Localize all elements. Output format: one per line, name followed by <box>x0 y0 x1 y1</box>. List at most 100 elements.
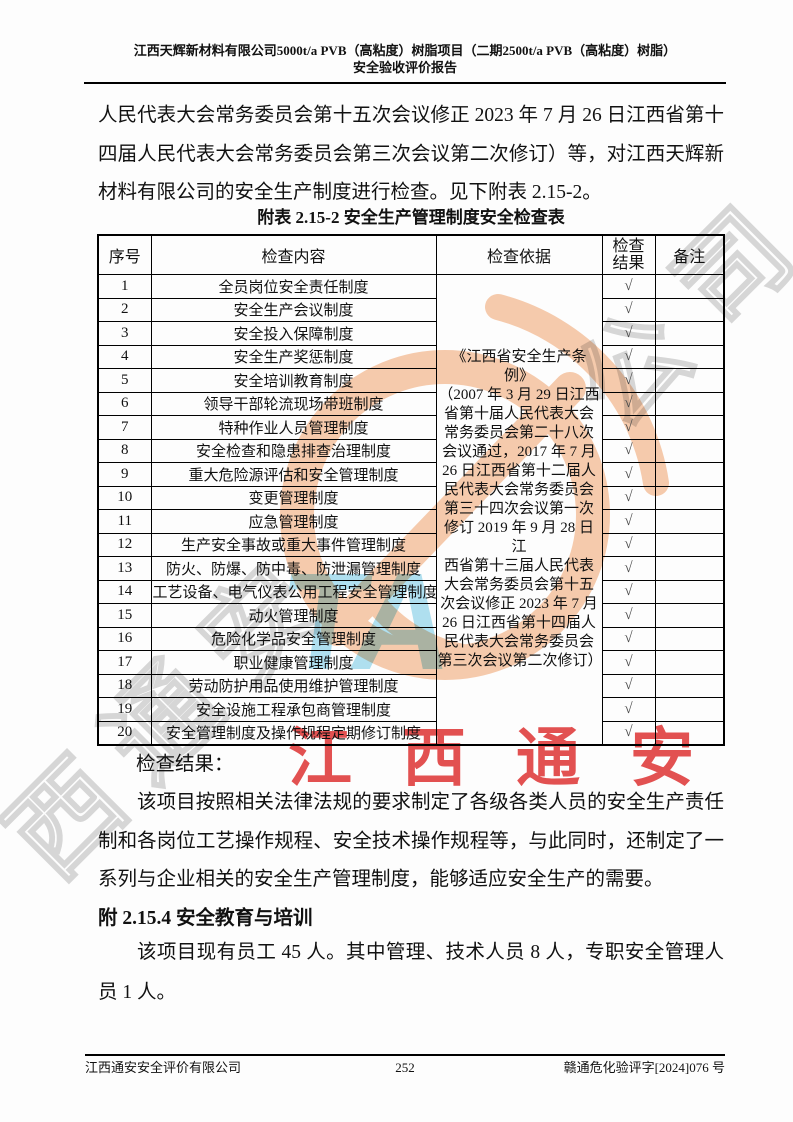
page-footer: 252 江西通安安全评价有限公司 赣通危化验评字[2024]076 号 <box>85 1054 725 1075</box>
table-row: 3 安全投入保障制度 √ <box>97 321 725 346</box>
page-number: 252 <box>395 1060 415 1075</box>
table-row: 15 动火管理制度 √ <box>97 603 725 628</box>
table-row: 12 生产安全事故或重大事件管理制度 √ <box>97 532 725 557</box>
check-result-paragraph: 该项目按照相关法律法规的要求制定了各级各类人员的安全生产责任制和各岗位工艺操作规… <box>98 792 724 890</box>
row-remark-cell <box>654 626 725 651</box>
row-content-cell: 安全设施工程承包商管理制度 <box>150 697 437 722</box>
header-basis: 检查依据 <box>435 234 603 275</box>
row-remark-cell <box>654 297 725 322</box>
row-content-cell: 全员岗位安全责任制度 <box>150 274 437 299</box>
table-row: 19 安全设施工程承包商管理制度 √ <box>97 697 725 722</box>
row-remark-cell <box>654 720 725 746</box>
row-remark-cell <box>654 321 725 346</box>
row-result-cell: √ <box>601 368 656 393</box>
row-no-cell: 7 <box>97 415 152 440</box>
row-content-cell: 应急管理制度 <box>150 509 437 534</box>
table-row: 4 安全生产奖惩制度 √ <box>97 344 725 369</box>
safety-checklist-table: 序号 检查内容 检查依据 检查 结果 备注 1 全员岗位安全责任制度 《江西省安全生… <box>97 234 725 746</box>
row-content-cell: 特种作业人员管理制度 <box>150 415 437 440</box>
header-result: 检查 结果 <box>601 234 656 275</box>
row-remark-cell <box>654 650 725 675</box>
table-row: 7 特种作业人员管理制度 √ <box>97 415 725 440</box>
row-content-cell: 安全投入保障制度 <box>150 321 437 346</box>
row-content-cell: 安全检查和隐患排查治理制度 <box>150 438 437 463</box>
table-row: 16 危险化学品安全管理制度 √ <box>97 626 725 651</box>
table-header-row: 序号 检查内容 检查依据 检查 结果 备注 <box>97 234 725 275</box>
row-result-cell: √ <box>601 509 656 534</box>
row-result-cell: √ <box>601 626 656 651</box>
table-row: 11 应急管理制度 √ <box>97 509 725 534</box>
row-no-cell: 2 <box>97 297 152 322</box>
row-no-cell: 13 <box>97 556 152 581</box>
table-row: 9 重大危险源评估和安全管理制度 √ <box>97 462 725 487</box>
row-content-cell: 动火管理制度 <box>150 603 437 628</box>
row-remark-cell <box>654 485 725 510</box>
report-title-line2: 安全验收评价报告 <box>352 60 457 75</box>
header-no: 序号 <box>97 234 152 275</box>
row-result-cell: √ <box>601 415 656 440</box>
row-result-cell: √ <box>601 391 656 416</box>
row-no-cell: 1 <box>97 274 152 299</box>
checklist-body: 1 全员岗位安全责任制度 《江西省安全生产条例》 （2007 年 3 月 29 日江… <box>97 274 725 746</box>
row-remark-cell <box>654 462 725 487</box>
table-row: 2 安全生产会议制度 √ <box>97 297 725 322</box>
header-content: 检查内容 <box>150 234 437 275</box>
row-no-cell: 18 <box>97 673 152 698</box>
row-content-cell: 安全生产会议制度 <box>150 297 437 322</box>
row-result-cell: √ <box>601 462 656 487</box>
row-no-cell: 16 <box>97 626 152 651</box>
table-row: 5 安全培训教育制度 √ <box>97 368 725 393</box>
row-result-cell: √ <box>601 579 656 604</box>
row-remark-cell <box>654 697 725 722</box>
row-result-cell: √ <box>601 321 656 346</box>
table-row: 8 安全检查和隐患排查治理制度 √ <box>97 438 725 463</box>
row-remark-cell <box>654 603 725 628</box>
row-result-cell: √ <box>601 532 656 557</box>
row-result-cell: √ <box>601 344 656 369</box>
row-result-cell: √ <box>601 603 656 628</box>
row-no-cell: 5 <box>97 368 152 393</box>
row-result-cell: √ <box>601 438 656 463</box>
row-remark-cell <box>654 532 725 557</box>
row-content-cell: 危险化学品安全管理制度 <box>150 626 437 651</box>
intro-paragraph: 人民代表大会常务委员会第十五次会议修正 2023 年 7 月 26 日江西省第十… <box>98 105 724 203</box>
table-row: 18 劳动防护用品使用维护管理制度 √ <box>97 673 725 698</box>
row-result-cell: √ <box>601 697 656 722</box>
table-row: 10 变更管理制度 √ <box>97 485 725 510</box>
row-no-cell: 12 <box>97 532 152 557</box>
row-no-cell: 3 <box>97 321 152 346</box>
row-no-cell: 6 <box>97 391 152 416</box>
check-result-label: 检查结果： <box>136 754 234 775</box>
row-result-cell: √ <box>601 673 656 698</box>
row-result-cell: √ <box>601 274 656 299</box>
row-content-cell: 劳动防护用品使用维护管理制度 <box>150 673 437 698</box>
row-result-cell: √ <box>601 297 656 322</box>
row-remark-cell <box>654 579 725 604</box>
row-content-cell: 职业健康管理制度 <box>150 650 437 675</box>
footer-doc-number: 赣通危化验评字[2024]076 号 <box>563 1060 725 1075</box>
row-result-cell: √ <box>601 556 656 581</box>
row-content-cell: 安全管理制度及操作规程定期修订制度 <box>150 720 437 746</box>
row-no-cell: 17 <box>97 650 152 675</box>
section-paragraph: 该项目现有员工 45 人。其中管理、技术人员 8 人，专职安全管理人员 1 人。 <box>98 942 724 1003</box>
table-row: 14 工艺设备、电气仪表公用工程安全管理制度 √ <box>97 579 725 604</box>
table-row: 1 全员岗位安全责任制度 《江西省安全生产条例》 （2007 年 3 月 29 日江… <box>97 274 725 746</box>
table-row: 13 防火、防爆、防中毒、防泄漏管理制度 √ <box>97 556 725 581</box>
row-no-cell: 14 <box>97 579 152 604</box>
table-row: 6 领导干部轮流现场带班制度 √ <box>97 391 725 416</box>
footer-company: 江西通安安全评价有限公司 <box>85 1060 242 1075</box>
row-no-cell: 9 <box>97 462 152 487</box>
basis-cell: 《江西省安全生产条例》 （2007 年 3 月 29 日江西 省第十届人民代表大… <box>435 274 603 746</box>
row-result-cell: √ <box>601 650 656 675</box>
row-no-cell: 15 <box>97 603 152 628</box>
row-result-cell: √ <box>601 485 656 510</box>
row-content-cell: 变更管理制度 <box>150 485 437 510</box>
row-result-cell: √ <box>601 720 656 746</box>
table-title: 附表 2.15-2 安全生产管理制度安全检查表 <box>257 208 565 227</box>
row-remark-cell <box>654 344 725 369</box>
row-content-cell: 领导干部轮流现场带班制度 <box>150 391 437 416</box>
row-remark-cell <box>654 556 725 581</box>
table-row: 20 安全管理制度及操作规程定期修订制度 √ <box>97 720 725 746</box>
row-remark-cell <box>654 509 725 534</box>
